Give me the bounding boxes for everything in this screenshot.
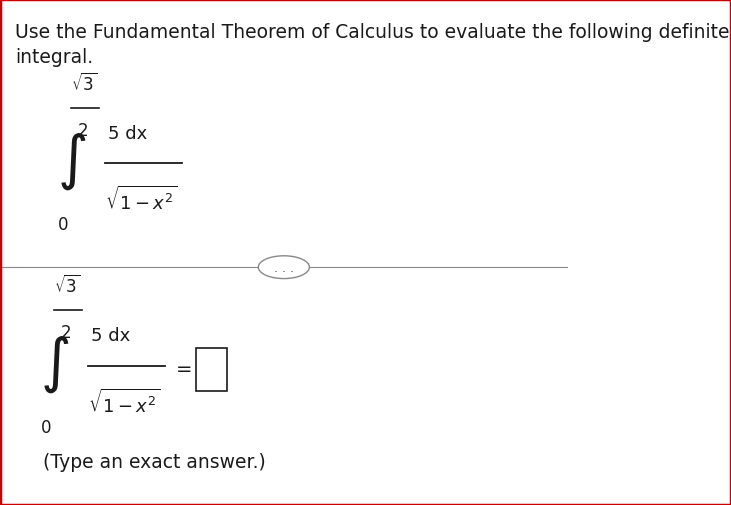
Text: (Type an exact answer.): (Type an exact answer.)	[42, 452, 265, 471]
Text: 2: 2	[61, 323, 72, 341]
Text: $\int$: $\int$	[57, 131, 86, 192]
Text: Use the Fundamental Theorem of Calculus to evaluate the following definite: Use the Fundamental Theorem of Calculus …	[15, 23, 730, 42]
Text: integral.: integral.	[15, 47, 94, 67]
Text: 0: 0	[41, 418, 51, 436]
Ellipse shape	[258, 257, 309, 279]
FancyBboxPatch shape	[196, 348, 227, 391]
Text: $\sqrt{1-x^2}$: $\sqrt{1-x^2}$	[105, 185, 177, 214]
Text: $\int$: $\int$	[39, 333, 69, 394]
Text: 5 dx: 5 dx	[108, 125, 147, 143]
Text: 2: 2	[77, 121, 88, 139]
Text: 5 dx: 5 dx	[91, 327, 130, 345]
Text: 0: 0	[58, 216, 69, 234]
Text: =: =	[176, 359, 192, 378]
Text: $\sqrt{1-x^2}$: $\sqrt{1-x^2}$	[88, 387, 160, 416]
Text: $\sqrt{3}$: $\sqrt{3}$	[71, 72, 97, 94]
Text: . . .: . . .	[274, 261, 294, 274]
Text: $\sqrt{3}$: $\sqrt{3}$	[54, 274, 80, 296]
